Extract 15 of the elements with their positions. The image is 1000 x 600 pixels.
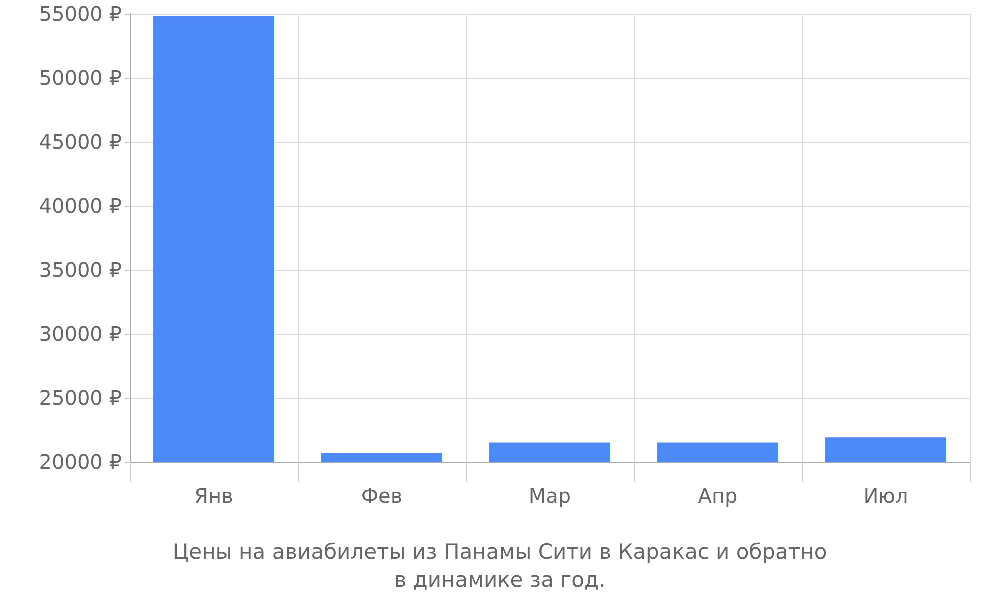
x-tick-label: Мар [528,484,572,508]
x-tick-label: Фев [361,484,403,508]
y-tick-label: 40000 ₽ [39,194,122,218]
y-tick-label: 30000 ₽ [39,322,122,346]
text: Цены на авиабилеты из Панамы Сити в Каракас и обратно [172,540,828,564]
y-tick-label: 50000 ₽ [39,66,122,90]
x-tick-label: Янв [194,484,234,508]
y-tick-label: 45000 ₽ [39,130,122,154]
x-tick-label: Июл [864,484,908,508]
y-tick-label: 25000 ₽ [39,386,122,410]
x-tick-label: Апр [698,484,738,508]
text: в динамике за год. [394,568,606,592]
y-tick-label: 20000 ₽ [39,450,122,474]
y-tick-label: 55000 ₽ [39,2,122,26]
y-tick-label: 35000 ₽ [39,258,122,282]
